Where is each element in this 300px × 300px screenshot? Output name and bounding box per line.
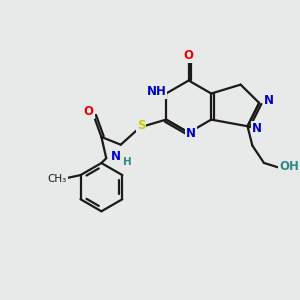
Text: N: N xyxy=(186,127,196,140)
Text: H: H xyxy=(123,157,132,167)
Text: O: O xyxy=(184,49,194,62)
Text: CH₃: CH₃ xyxy=(48,174,67,184)
Text: N: N xyxy=(252,122,262,135)
Text: NH: NH xyxy=(146,85,167,98)
Text: S: S xyxy=(137,119,145,132)
Text: OH: OH xyxy=(279,160,299,173)
Text: N: N xyxy=(264,94,274,106)
Text: N: N xyxy=(111,150,121,163)
Text: O: O xyxy=(84,105,94,119)
